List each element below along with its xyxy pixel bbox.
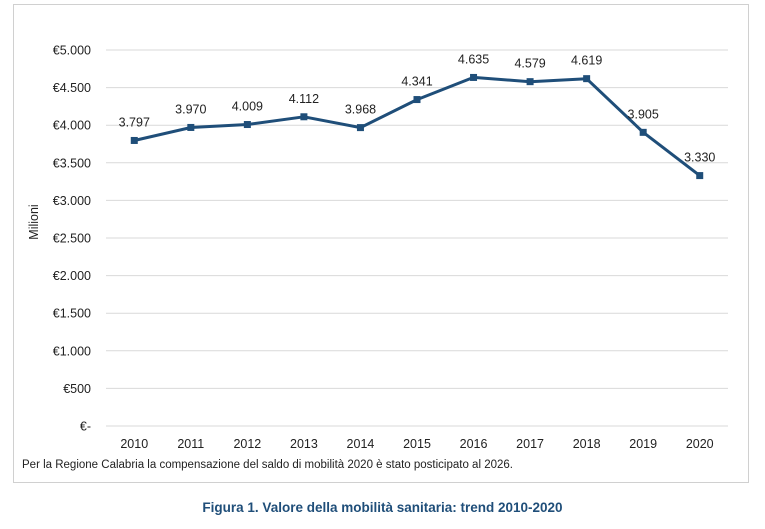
y-tick-label: €2.000 — [53, 269, 91, 283]
data-point — [243, 121, 251, 129]
y-tick-label: €4.000 — [53, 119, 91, 133]
x-tick-label: 2017 — [516, 437, 544, 451]
data-point — [300, 113, 308, 121]
data-point — [526, 78, 534, 86]
y-tick-label: €3.500 — [53, 156, 91, 170]
y-tick-label: €4.500 — [53, 81, 91, 95]
x-tick-label: 2014 — [347, 437, 375, 451]
x-tick-label: 2015 — [403, 437, 431, 451]
data-point — [130, 136, 138, 144]
x-tick-label: 2012 — [233, 437, 261, 451]
data-point — [356, 124, 364, 132]
data-label: 4.112 — [289, 92, 319, 106]
y-axis-label: Milioni — [27, 204, 41, 239]
data-label: 4.341 — [401, 75, 432, 89]
x-tick-label: 2020 — [686, 437, 714, 451]
data-label: 4.009 — [232, 100, 263, 114]
footnote: Per la Regione Calabria la compensazione… — [22, 459, 513, 471]
x-tick-label: 2019 — [629, 437, 657, 451]
data-label: 4.619 — [571, 54, 602, 68]
data-label: 3.970 — [175, 102, 206, 116]
data-label: 3.968 — [345, 103, 376, 117]
x-tick-label: 2013 — [290, 437, 318, 451]
data-label: 4.635 — [458, 52, 489, 66]
y-tick-label: €3.000 — [53, 194, 91, 208]
figure-caption: Figura 1. Valore della mobilità sanitari… — [202, 500, 563, 515]
series — [130, 73, 704, 180]
data-label: 3.330 — [684, 151, 715, 165]
y-tick-label: €- — [80, 420, 91, 434]
chart-frame — [13, 4, 749, 483]
x-axis-ticks: 2010 2011 2012 2013 2014 2015 2016 2017 2018 2019… — [120, 437, 713, 451]
x-tick-label: 2016 — [460, 437, 488, 451]
y-tick-label: €1.500 — [53, 307, 91, 321]
x-tick-label: 2018 — [573, 437, 601, 451]
data-label: 4.579 — [514, 57, 545, 71]
data-labels: 3.797 3.970 4.009 4.112 3.968 4.341 4.635 4.579… — [119, 52, 716, 164]
x-tick-label: 2010 — [120, 437, 148, 451]
data-point — [187, 123, 195, 131]
y-tick-label: €5.000 — [53, 44, 91, 58]
data-point — [696, 172, 704, 180]
y-tick-label: €500 — [63, 382, 91, 396]
x-tick-label: 2011 — [177, 437, 204, 451]
y-tick-label: €2.500 — [53, 232, 91, 246]
series-line — [133, 75, 701, 177]
data-point — [639, 128, 647, 136]
y-axis-ticks: €- €500 €1.000 €1.500 €2.000 €2.500 €3.000 €3.5… — [53, 44, 91, 434]
data-point — [413, 96, 421, 104]
data-point — [470, 73, 478, 81]
data-point — [583, 75, 591, 83]
y-tick-label: €1.000 — [53, 344, 91, 358]
data-label: 3.797 — [119, 115, 150, 129]
data-label: 3.905 — [628, 107, 659, 121]
